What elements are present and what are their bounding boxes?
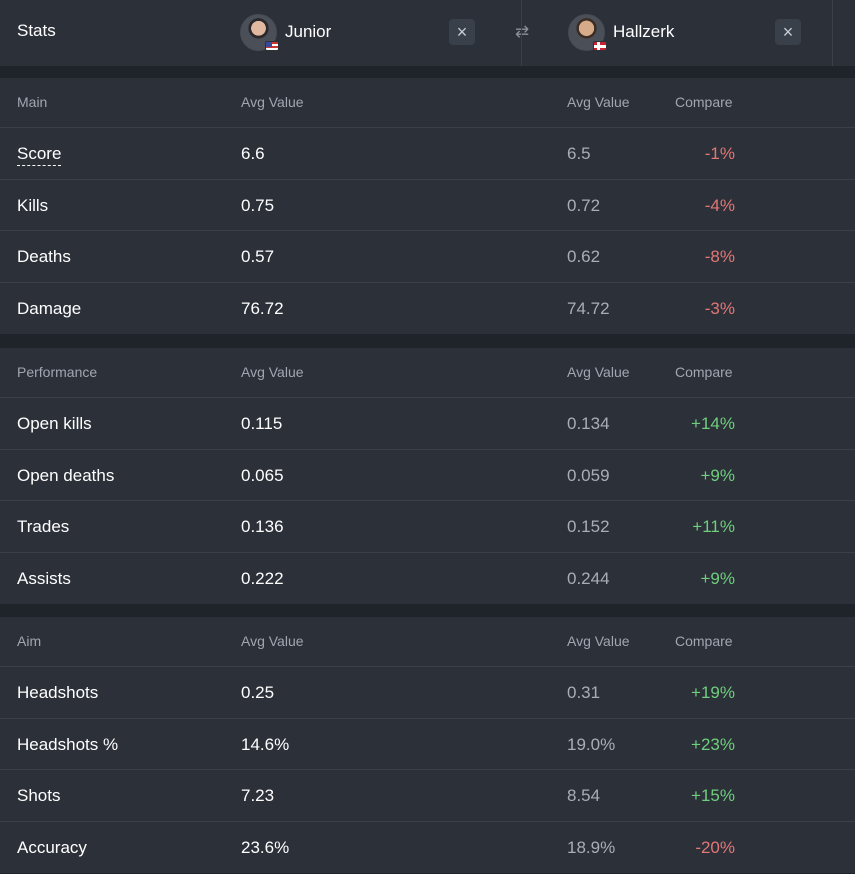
stat-compare: -1% [704,144,735,163]
stat-compare: -8% [704,247,735,266]
stat-compare: +9% [700,568,736,588]
stat-value-2: 0.31 [567,683,601,702]
col-avg-value-2: Avg Value [567,633,630,649]
stat-name: Headshots [17,683,99,702]
stat-row-accuracy: Accuracy 23.6% 18.9% -20% [0,822,855,874]
stat-name[interactable]: Score [17,144,62,166]
player-2[interactable]: Hallzerk [568,13,674,51]
stat-row-headshots: Headshots 0.25 0.31 +19% [0,667,855,719]
stat-name: Kills [17,195,49,215]
section-aim: Aim Avg Value Avg Value Compare Headshot… [0,617,855,873]
stat-value-1: 0.222 [241,568,284,588]
stat-row-assists: Assists 0.222 0.244 +9% [0,553,855,605]
player-1[interactable]: Junior [240,13,331,51]
norway-flag-icon [593,40,607,51]
stat-value-2: 0.62 [567,247,601,266]
stat-value-2: 0.059 [567,465,610,485]
stat-row-open-deaths: Open deaths 0.065 0.059 +9% [0,450,855,501]
stat-name: Damage [17,298,82,318]
stat-value-1: 23.6% [241,837,290,857]
stat-value-2: 19.0% [567,734,616,754]
player-2-name[interactable]: Hallzerk [613,22,675,41]
stat-compare: +15% [691,786,735,805]
stat-value-2: 74.72 [567,298,610,318]
header-divider [521,0,522,66]
stat-value-1: 0.57 [241,247,275,266]
col-compare: Compare [675,633,733,649]
stat-row-deaths: Deaths 0.57 0.62 -8% [0,231,855,283]
section-header: Performance Avg Value Avg Value Compare [0,348,855,398]
section-main: Main Avg Value Avg Value Compare Score 6… [0,78,855,334]
stat-value-1: 7.23 [241,786,275,805]
stat-name: Open deaths [17,465,115,485]
stat-compare: +23% [691,734,735,754]
section-title: Main [17,94,48,110]
section-title: Performance [17,364,98,380]
swap-icon: ⇄ [514,22,530,41]
stat-row-trades: Trades 0.136 0.152 +11% [0,501,855,553]
stat-value-2: 18.9% [567,837,616,857]
stat-name: Trades [17,517,70,536]
stat-compare: -4% [704,195,735,215]
player-1-avatar [240,13,279,51]
swap-players-button[interactable]: ⇄ [511,19,533,45]
stat-name: Open kills [17,414,92,433]
stat-value-1: 6.6 [241,144,265,163]
stat-value-2: 8.54 [567,786,601,805]
stat-value-2: 0.72 [567,195,601,215]
stat-row-score: Score 6.6 6.5 -1% [0,128,855,180]
stat-name: Accuracy [17,837,87,857]
stat-value-1: 14.6% [241,734,290,754]
remove-player-2-button[interactable]: × [775,19,801,45]
stat-name: Deaths [17,247,71,266]
col-compare: Compare [675,364,733,380]
remove-player-1-button[interactable]: × [449,19,475,45]
col-avg-value-1: Avg Value [241,364,304,380]
stat-row-open-kills: Open kills 0.115 0.134 +14% [0,398,855,450]
stat-row-headshots-percent: Headshots % 14.6% 19.0% +23% [0,719,855,770]
section-header: Main Avg Value Avg Value Compare [0,78,855,128]
stat-compare: +11% [692,517,735,536]
stat-value-1: 0.065 [241,465,284,485]
stats-label: Stats [17,21,56,40]
stat-compare: +19% [691,683,735,702]
player-1-name[interactable]: Junior [285,22,332,41]
stat-compare: +9% [700,465,736,485]
section-performance: Performance Avg Value Avg Value Compare … [0,348,855,604]
stat-value-1: 76.72 [241,298,284,318]
us-flag-icon [265,40,279,51]
col-avg-value-1: Avg Value [241,633,304,649]
stat-value-2: 0.244 [567,568,610,588]
stat-value-1: 0.115 [241,414,283,433]
stat-value-2: 0.152 [567,517,610,536]
stat-row-kills: Kills 0.75 0.72 -4% [0,180,855,231]
stat-value-1: 0.75 [241,195,275,215]
header-divider [832,0,833,66]
stat-value-1: 0.25 [241,683,275,702]
stat-compare: -20% [695,837,735,857]
col-avg-value-1: Avg Value [241,94,304,110]
stat-name: Headshots % [17,734,119,754]
col-avg-value-2: Avg Value [567,94,630,110]
stat-name: Shots [17,786,61,805]
stat-name: Assists [17,568,71,588]
stat-value-1: 0.136 [241,517,284,536]
stat-compare: +14% [691,414,735,433]
stat-row-shots: Shots 7.23 8.54 +15% [0,770,855,822]
player-2-avatar [568,13,607,51]
section-header: Aim Avg Value Avg Value Compare [0,617,855,667]
close-icon: × [456,22,468,42]
stat-compare: -3% [704,298,735,318]
col-compare: Compare [675,94,733,110]
compare-header: Stats Junior × ⇄ Hallzerk × [0,0,855,66]
section-title: Aim [17,633,42,649]
stat-value-2: 6.5 [567,144,591,163]
stat-row-damage: Damage 76.72 74.72 -3% [0,283,855,335]
col-avg-value-2: Avg Value [567,364,630,380]
stat-value-2: 0.134 [567,414,610,433]
close-icon: × [782,22,794,42]
